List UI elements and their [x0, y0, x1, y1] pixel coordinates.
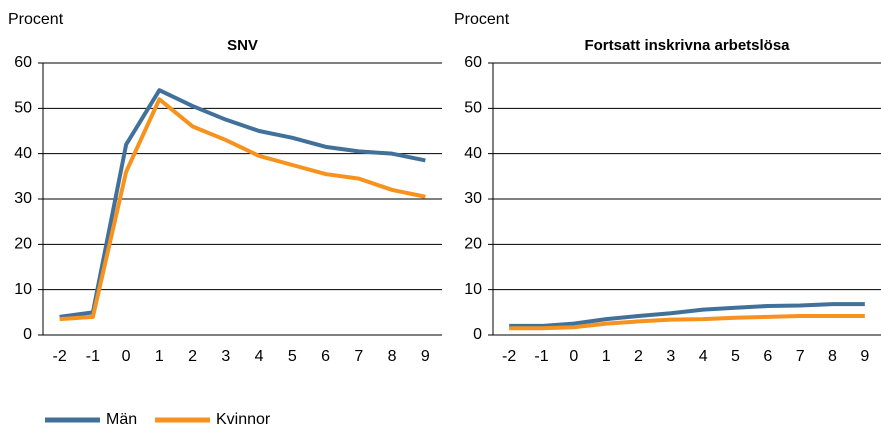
x-tick-label: 9 — [860, 348, 869, 365]
x-tick-label: 3 — [221, 348, 230, 365]
y-tick-label: 50 — [14, 100, 32, 117]
x-tick-label: 2 — [634, 348, 643, 365]
x-tick-label: 8 — [828, 348, 837, 365]
x-tick-label: 0 — [569, 348, 578, 365]
y-tick-label: 40 — [14, 145, 32, 162]
y-tick-label: 10 — [464, 281, 482, 298]
x-tick-label: 2 — [188, 348, 197, 365]
chart-title: SNV — [227, 37, 258, 54]
y-axis-label: Procent — [8, 11, 64, 28]
x-tick-label: 4 — [699, 348, 708, 365]
y-tick-label: 20 — [14, 236, 32, 253]
y-tick-label: 30 — [464, 190, 482, 207]
y-tick-label: 20 — [464, 236, 482, 253]
x-tick-label: -1 — [534, 348, 548, 365]
x-tick-label: 6 — [763, 348, 772, 365]
x-tick-label: 1 — [602, 348, 611, 365]
x-tick-label: 7 — [354, 348, 363, 365]
x-tick-label: 8 — [388, 348, 397, 365]
legend-label: Män — [106, 411, 137, 428]
y-tick-label: 0 — [473, 326, 482, 343]
y-axis-label: Procent — [454, 11, 510, 28]
y-tick-label: 40 — [464, 145, 482, 162]
y-tick-label: 60 — [464, 54, 482, 71]
y-tick-label: 30 — [14, 190, 32, 207]
line — [509, 313, 865, 331]
x-tick-label: -1 — [86, 348, 100, 365]
line — [509, 302, 865, 328]
x-tick-label: 1 — [155, 348, 164, 365]
x-tick-label: 3 — [666, 348, 675, 365]
legend-label: Kvinnor — [216, 411, 271, 428]
x-tick-label: 6 — [321, 348, 330, 365]
x-tick-label: -2 — [53, 348, 67, 365]
y-tick-label: 10 — [14, 281, 32, 298]
chart-title: Fortsatt inskrivna arbetslösa — [584, 37, 790, 54]
y-tick-label: 50 — [464, 100, 482, 117]
y-tick-label: 60 — [14, 54, 32, 71]
x-tick-label: -2 — [502, 348, 516, 365]
x-tick-label: 4 — [255, 348, 264, 365]
line — [59, 97, 426, 322]
x-tick-label: 5 — [731, 348, 740, 365]
x-tick-label: 0 — [122, 348, 131, 365]
y-tick-label: 0 — [23, 326, 32, 343]
x-tick-label: 5 — [288, 348, 297, 365]
line — [59, 88, 426, 319]
x-tick-label: 7 — [796, 348, 805, 365]
x-tick-label: 9 — [421, 348, 430, 365]
